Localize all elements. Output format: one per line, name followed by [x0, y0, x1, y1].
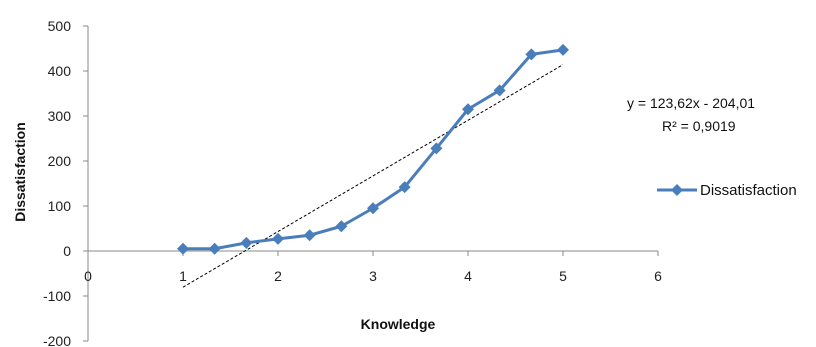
- chart-axes: [87, 26, 658, 341]
- y-tick-label: 200: [48, 153, 72, 169]
- trendline-path: [182, 64, 564, 288]
- legend-marker: [671, 184, 683, 196]
- legend: Dissatisfaction: [657, 182, 797, 199]
- data-point-marker: [367, 202, 379, 215]
- trendline: [182, 64, 564, 288]
- y-tick-label: 0: [63, 243, 71, 259]
- y-tick-label: 100: [48, 198, 72, 214]
- x-tick-label: 2: [274, 268, 282, 284]
- x-axis-title: Knowledge: [361, 316, 436, 332]
- data-point-marker: [430, 142, 443, 155]
- x-tick-label: 1: [179, 268, 187, 284]
- y-axis-ticks: 500 400 300 200 100 0 -100 -200: [43, 18, 88, 347]
- x-tick-label: 5: [559, 268, 567, 284]
- data-point-marker: [208, 242, 221, 255]
- y-tick-label: -100: [43, 288, 71, 304]
- x-tick-label: 6: [654, 268, 662, 284]
- data-point-marker: [177, 242, 189, 255]
- data-point-marker: [557, 43, 569, 56]
- data-point-marker: [272, 232, 284, 245]
- data-point-marker: [525, 48, 538, 61]
- trendline-r-squared: R² = 0,9019: [662, 118, 736, 134]
- data-point-marker: [335, 220, 348, 233]
- series-line: [183, 48, 564, 251]
- data-point-marker: [398, 181, 411, 194]
- x-axis-ticks: 0 1 2 3 4 5 6: [84, 251, 662, 284]
- data-point-marker: [462, 103, 474, 116]
- data-point-marker: [303, 229, 316, 242]
- legend-label: Dissatisfaction: [700, 182, 797, 199]
- trendline-equation: y = 123,62x - 204,01: [627, 95, 755, 111]
- y-tick-label: 500: [48, 18, 72, 34]
- y-axis-title: Dissatisfaction: [12, 122, 28, 222]
- series-group: [177, 43, 569, 255]
- data-point-marker: [493, 84, 506, 97]
- x-tick-label: 3: [369, 268, 377, 284]
- y-tick-label: -200: [43, 333, 71, 347]
- x-tick-label: 4: [464, 268, 472, 284]
- y-tick-label: 400: [48, 63, 72, 79]
- data-point-marker: [240, 236, 253, 249]
- x-tick-label: 0: [84, 268, 92, 284]
- y-tick-label: 300: [48, 108, 72, 124]
